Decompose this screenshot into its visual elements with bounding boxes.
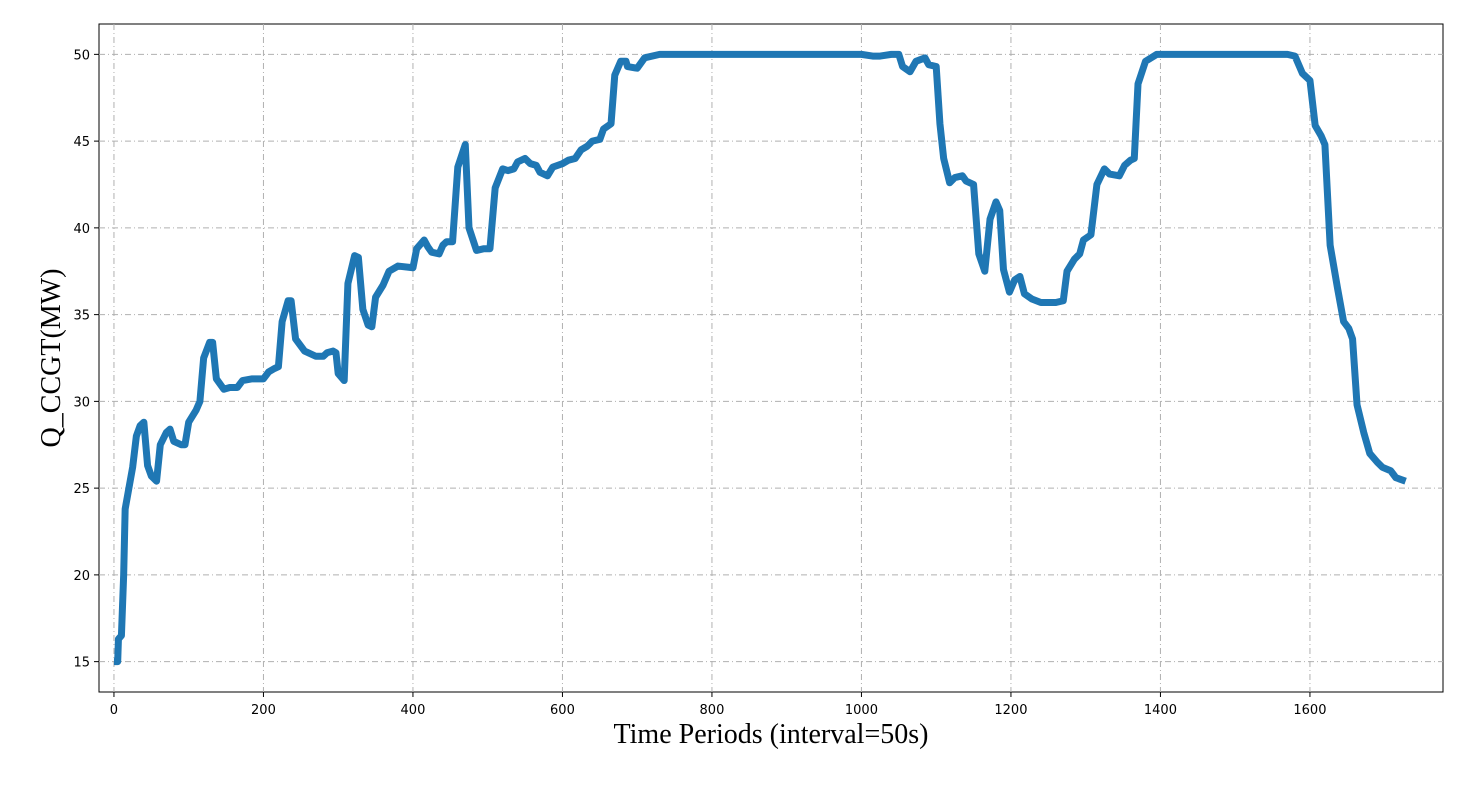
y-tick-label: 50: [73, 48, 90, 63]
x-tick-label: 1400: [1144, 703, 1177, 718]
y-tick-label: 30: [73, 395, 90, 410]
x-tick-label: 200: [251, 703, 276, 718]
x-tick-label: 0: [110, 703, 118, 718]
y-tick-label: 25: [73, 482, 90, 497]
x-tick-label: 400: [401, 703, 426, 718]
y-axis-label: Q_CCGT(MW): [36, 269, 67, 448]
y-tick-label: 40: [73, 222, 90, 237]
x-tick-label: 1000: [845, 703, 878, 718]
x-axis-label: Time Periods (interval=50s): [614, 719, 929, 750]
x-tick-label: 600: [550, 703, 575, 718]
x-tick-label: 1200: [994, 703, 1027, 718]
y-tick-label: 15: [73, 656, 90, 671]
data-line: [113, 50, 1407, 666]
y-tick-label: 20: [73, 569, 90, 584]
y-tick-label: 35: [73, 309, 90, 324]
x-tick-label: 1600: [1293, 703, 1326, 718]
plot-frame: [98, 23, 1444, 693]
y-tick-label: 45: [73, 135, 90, 150]
x-tick-label: 800: [700, 703, 725, 718]
